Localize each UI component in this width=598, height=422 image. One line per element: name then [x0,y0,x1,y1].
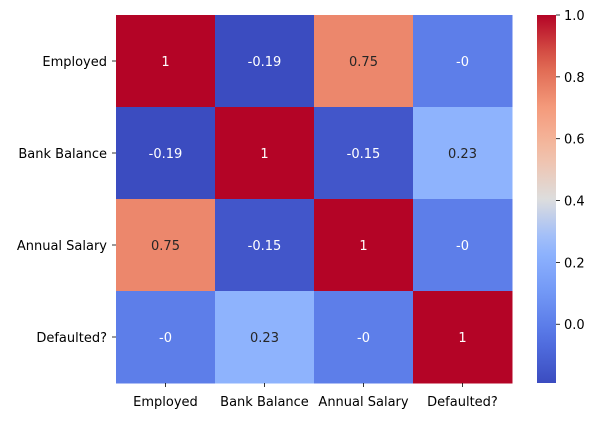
heatmap-cell [413,199,513,292]
heatmap-cell [413,15,513,108]
cell-annotation: -0.19 [248,55,282,70]
y-tick-label: Annual Salary [17,239,107,254]
heatmap-cell [215,107,315,200]
x-tick-label: Bank Balance [220,395,309,410]
colorbar: 0.0 0.2 0.4 0.6 0.8 1.0 [537,9,585,383]
y-tick-label: Bank Balance [18,147,107,162]
heatmap-cell [215,291,315,384]
colorbar-tick-label: 0.4 [564,195,585,210]
colorbar-tick-label: 1.0 [564,9,585,24]
x-tick-label: Employed [133,395,198,410]
cell-annotation: -0 [456,239,469,254]
cell-annotation: 0.23 [250,331,279,346]
heatmap-cell [215,15,315,108]
cell-annotation: 0.75 [151,239,180,254]
cell-annotation: 1 [458,331,466,346]
colorbar-tick-label: 0.0 [564,318,585,333]
colorbar-tick-label: 0.8 [564,71,585,86]
cell-annotation: 0.23 [448,147,477,162]
y-tick-label: Defaulted? [36,331,107,346]
cell-annotation: -0.19 [149,147,183,162]
heatmap-annotations: 1 -0.19 0.75 -0 -0.19 1 -0.15 0.23 0.75 -0.15 1 -0 -… [149,55,477,346]
cell-annotation: -0 [159,331,172,346]
colorbar-tick-label: 0.6 [564,133,585,148]
heatmap-cell [116,199,216,292]
cell-annotation: 1 [359,239,367,254]
x-axis: Employed Bank Balance Annual Salary Default… [133,383,498,410]
cell-annotation: 1 [161,55,169,70]
heatmap-cell [314,291,414,384]
cell-annotation: 1 [260,147,268,162]
colorbar-gradient [537,15,556,383]
cell-annotation: -0.15 [347,147,381,162]
heatmap-cell [413,107,513,200]
heatmap-cell [116,107,216,200]
colorbar-tick-label: 0.2 [564,256,585,271]
heatmap-cell [116,291,216,384]
cell-annotation: -0 [456,55,469,70]
heatmap-cell [314,15,414,108]
heatmap-cell [314,199,414,292]
x-tick-label: Defaulted? [427,395,498,410]
heatmap-cell [116,15,216,108]
heatmap-cell [314,107,414,200]
heatmap-cell [215,199,315,292]
x-tick-label: Annual Salary [318,395,408,410]
heatmap-cells [116,15,513,384]
y-axis: Employed Bank Balance Annual Salary Default… [17,55,116,346]
y-tick-label: Employed [42,55,107,70]
cell-annotation: -0 [357,331,370,346]
cell-annotation: -0.15 [248,239,282,254]
heatmap-cell [413,291,513,384]
cell-annotation: 0.75 [349,55,378,70]
